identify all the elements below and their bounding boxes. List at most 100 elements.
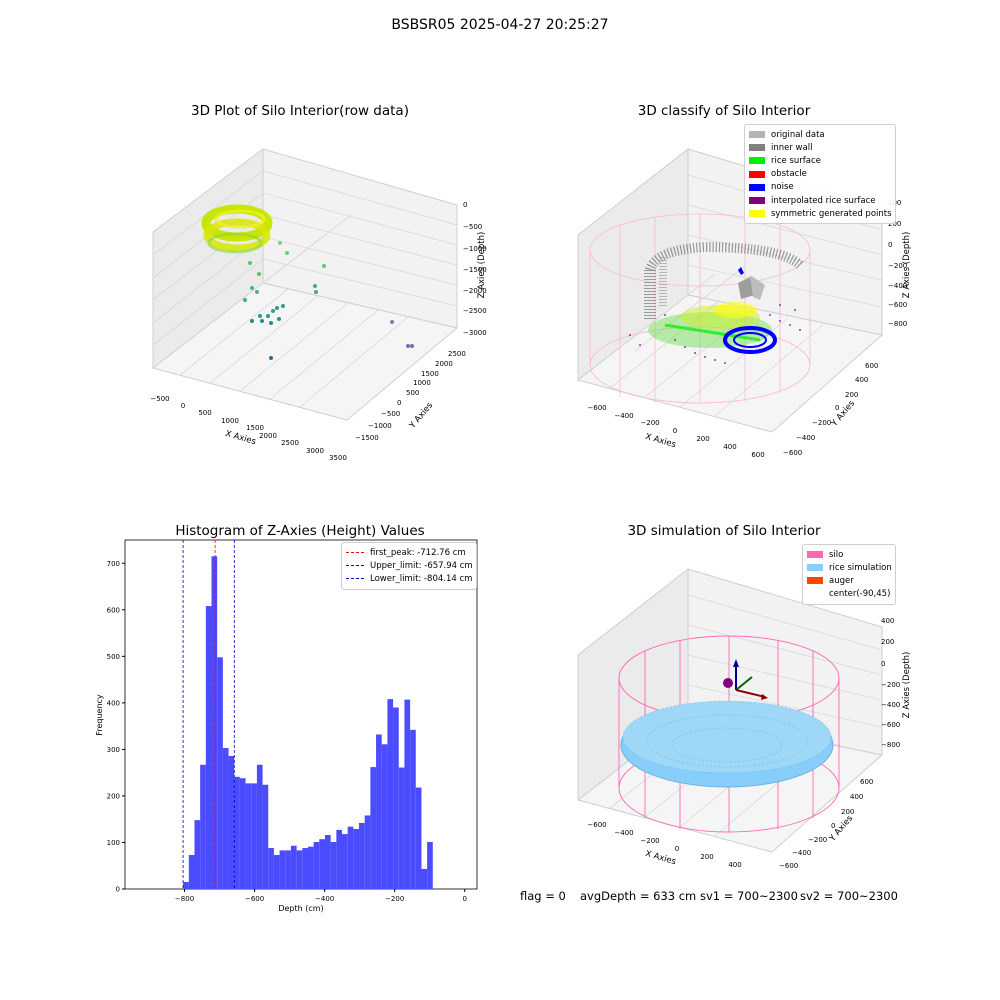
histogram-bar — [307, 846, 314, 889]
tick-label: 0 — [463, 201, 467, 209]
tick-label: −600 — [587, 404, 606, 412]
auger-axes-indicator — [723, 659, 768, 700]
raw-3d-scatter-points — [243, 241, 414, 360]
tick-label: −600 — [779, 862, 798, 870]
histogram-bar — [228, 755, 235, 889]
histogram-bar — [188, 855, 195, 889]
histogram-xlabel: Depth (cm) — [278, 904, 323, 913]
histogram-bar — [245, 783, 252, 889]
histogram-axes-frame — [124, 539, 478, 890]
legend-item: Upper_limit: -657.94 cm — [346, 559, 473, 572]
histogram-bar — [296, 850, 303, 889]
figure-suptitle: BSBSR05 2025-04-27 20:25:27 — [391, 17, 609, 33]
histogram-xticks: −800 −600 −400 −200 0 — [175, 889, 467, 903]
legend-item: interpolated rice surface — [749, 194, 891, 207]
histogram-bar — [393, 707, 399, 889]
avg-depth-text: avgDepth = 633 cm — [580, 889, 697, 903]
raw-3d-yticks: −1500 −1000 −500 0 500 1000 1500 2000 25… — [355, 350, 466, 442]
legend-label: obstacle — [771, 169, 807, 180]
tick-label: −500 — [463, 223, 482, 231]
tick-label: 1500 — [246, 424, 264, 432]
classify-rice-surface — [648, 302, 772, 348]
tick-label: −400 — [614, 829, 633, 837]
histogram-bar — [200, 764, 206, 889]
simulation-3d-xticks: −600 −400 −200 0 200 400 — [587, 821, 741, 869]
histogram-bar — [313, 842, 320, 889]
histogram-bar — [364, 815, 371, 889]
tick-label: −200 — [808, 836, 827, 844]
legend-swatch — [749, 157, 765, 165]
tick-label: −1000 — [368, 422, 392, 430]
tick-label: 0 — [675, 845, 679, 853]
histogram-bar — [319, 839, 325, 889]
histogram-bar — [273, 855, 280, 889]
tick-label: 200 — [700, 853, 713, 861]
legend-item: symmetric generated points — [749, 207, 892, 220]
tick-label: −800 — [888, 320, 907, 328]
legend-swatch — [807, 577, 823, 585]
tick-label: −400 — [614, 412, 633, 420]
legend-label: Lower_limit: -804.14 cm — [370, 573, 473, 584]
tick-label: −2500 — [463, 307, 487, 315]
histogram-bar — [376, 734, 382, 889]
tick-label: 2500 — [281, 439, 299, 447]
tick-label: −400 — [796, 434, 815, 442]
y-tick-label: 600 — [107, 606, 120, 614]
tick-label: 0 — [888, 241, 892, 249]
classify-3d-plot: −600 −400 −200 0 200 400 600 X Axies −60… — [576, 147, 912, 459]
tick-label: −600 — [881, 721, 900, 729]
tick-label: 200 — [881, 638, 894, 646]
tick-label: −400 — [792, 849, 811, 857]
legend-label: interpolated rice surface — [771, 195, 876, 206]
tick-label: 1000 — [221, 417, 239, 425]
tick-label: 200 — [841, 808, 854, 816]
histogram-bar — [387, 699, 394, 889]
histogram-bar — [342, 834, 348, 889]
simulation-plot-title: 3D simulation of Silo Interior — [627, 523, 821, 539]
tick-label: 0 — [881, 660, 885, 668]
tick-label: 400 — [723, 443, 736, 451]
x-tick-label: −600 — [245, 895, 264, 903]
legend-label: symmetric generated points — [771, 208, 892, 219]
tick-label: −600 — [587, 821, 606, 829]
histogram-reference-lines — [182, 540, 235, 889]
raw-3d-xticks: −500 0 500 1000 1500 2000 2500 3000 3500 — [150, 395, 347, 462]
histogram-bar — [336, 829, 343, 889]
tick-label: 400 — [850, 793, 863, 801]
raw-3d-ring-cluster — [201, 204, 273, 254]
classify-3d-zlabel: Z Axies (Depth) — [902, 232, 912, 299]
histogram-bar — [324, 835, 331, 889]
tick-label: 3000 — [306, 447, 324, 455]
y-tick-label: 300 — [107, 746, 120, 754]
y-tick-label: 100 — [107, 839, 120, 847]
tick-label: 2000 — [259, 432, 277, 440]
histogram-bar — [279, 850, 286, 889]
tick-label: −500 — [150, 395, 169, 403]
histogram-bar — [398, 767, 405, 889]
tick-label: −600 — [783, 449, 802, 457]
tick-label: 200 — [888, 220, 901, 228]
tick-label: −200 — [812, 419, 831, 427]
histogram-bar — [262, 784, 269, 889]
tick-label: −400 — [881, 701, 900, 709]
legend-label: inner wall — [771, 142, 813, 153]
legend-label: auger — [829, 575, 854, 586]
sv1-text: sv1 = 700~2300 — [700, 889, 798, 903]
histogram-legend: first_peak: -712.76 cm Upper_limit: -657… — [341, 542, 477, 590]
tick-label: −1000 — [463, 245, 487, 253]
tick-label: 0 — [673, 427, 677, 435]
histogram-title: Histogram of Z-Axies (Height) Values — [175, 523, 425, 539]
classify-interpolated-points — [629, 304, 801, 364]
simulation-legend: silo rice simulation auger center(-90,45… — [802, 544, 896, 605]
tick-label: 0 — [181, 402, 185, 410]
raw-plot-title: 3D Plot of Silo Interior(row data) — [191, 103, 409, 119]
histogram-bar — [268, 848, 274, 889]
histogram-bar — [404, 699, 411, 889]
legend-item: auger — [807, 574, 891, 587]
classify-3d-panes — [576, 147, 884, 433]
classify-plot-title: 3D classify of Silo Interior — [637, 103, 811, 119]
legend-swatch — [807, 551, 823, 559]
histogram-bar — [370, 767, 377, 889]
histogram-bar — [381, 744, 388, 889]
tick-label: 500 — [406, 389, 419, 397]
